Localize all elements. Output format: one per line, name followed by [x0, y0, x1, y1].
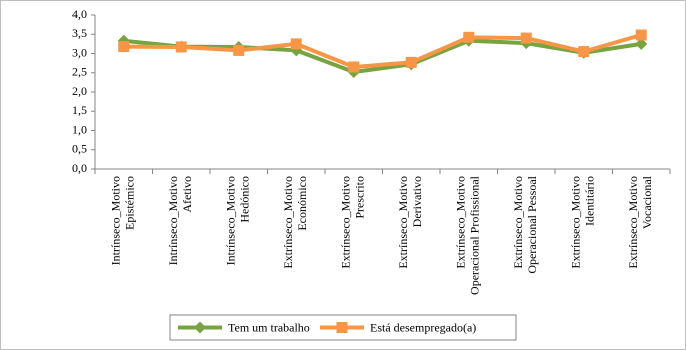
- series-line: [123, 33, 642, 69]
- marker: [578, 46, 590, 58]
- x-tick-label: Afetivo: [180, 176, 194, 213]
- x-tick-label: Operacional Pessoal: [525, 175, 539, 273]
- x-tick-label: Extrínseco_Motivo: [569, 176, 583, 269]
- x-tick-label: Extrínseco_Motivo: [626, 176, 640, 269]
- x-tick-label: Prescrito: [353, 176, 367, 219]
- y-tick-label: 4,0: [72, 7, 87, 21]
- marker: [233, 44, 245, 56]
- y-tick-label: 3,0: [72, 45, 87, 59]
- x-tick-label: Derivativo: [410, 176, 424, 227]
- marker: [348, 61, 360, 73]
- x-tick-label: Hedónico: [238, 176, 252, 223]
- legend-label: Tem um trabalho: [228, 320, 310, 334]
- legend-marker: [336, 322, 348, 333]
- legend-label: Está desempregado(a): [370, 320, 476, 334]
- x-tick-label: Extrínseco_Motivo: [281, 176, 295, 269]
- x-tick-label: Extrínseco_Motivo: [511, 176, 525, 269]
- marker: [118, 41, 130, 53]
- marker: [635, 37, 648, 50]
- y-tick-label: 2,0: [72, 84, 87, 98]
- y-tick-label: 3,5: [72, 26, 87, 40]
- x-tick-label: Intrínseco_Motivo: [109, 176, 123, 265]
- marker: [290, 38, 302, 50]
- x-tick-label: Intrínseco_Motivo: [224, 176, 238, 265]
- y-tick-label: 1,0: [72, 122, 87, 136]
- legend-marker: [194, 321, 206, 334]
- marker: [635, 29, 647, 41]
- x-tick-label: Intrínseco_Motivo: [166, 176, 180, 265]
- x-tick-label: Económico: [295, 176, 309, 231]
- y-tick-label: 0,5: [72, 142, 87, 156]
- x-tick-label: Extrínseco_Motivo: [339, 176, 353, 269]
- x-tick-label: Operacional Profissional: [468, 175, 482, 295]
- marker: [463, 31, 475, 43]
- x-tick-label: Epistémico: [123, 176, 137, 230]
- x-tick-label: Vocacional: [640, 175, 654, 229]
- marker: [520, 32, 532, 44]
- x-tick-label: Extrínseco_Motivo: [454, 176, 468, 269]
- x-tick-label: Identitário: [583, 176, 597, 226]
- x-tick-label: Extrínseco_Motivo: [396, 176, 410, 269]
- marker: [405, 56, 417, 68]
- marker: [175, 41, 187, 53]
- y-tick-label: 2,5: [72, 65, 87, 79]
- y-tick-label: 1,5: [72, 103, 87, 117]
- y-tick-label: 0,0: [72, 161, 87, 175]
